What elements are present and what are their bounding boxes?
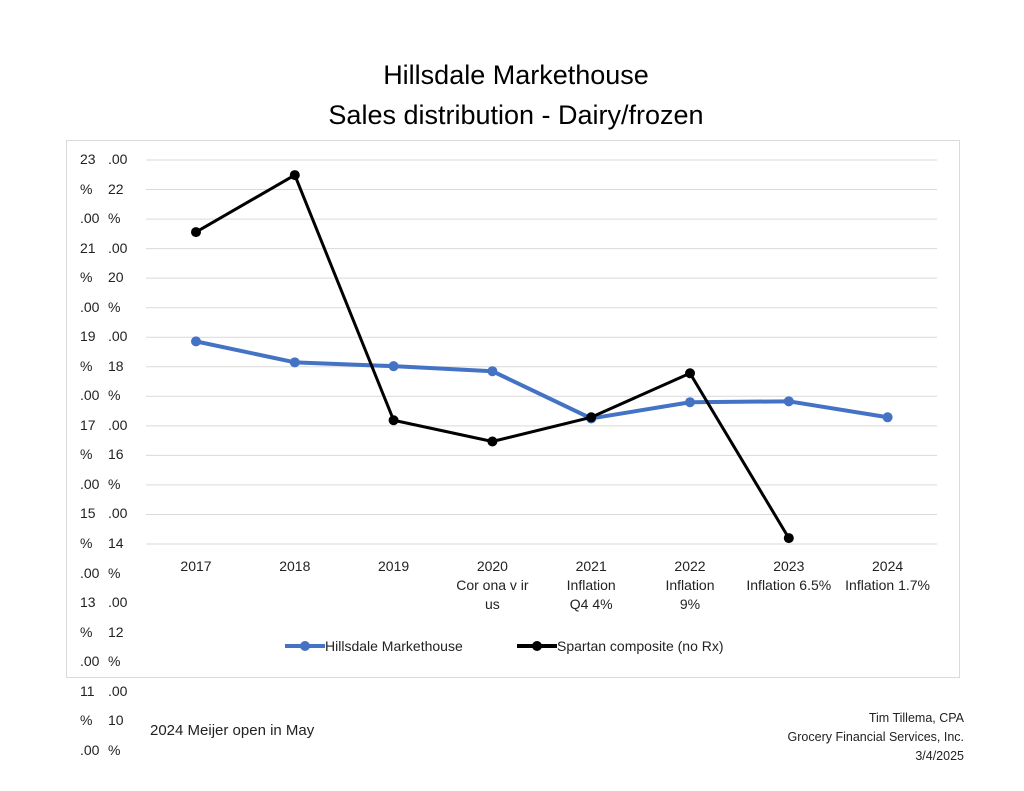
- y-tick-label: .00: [80, 387, 100, 404]
- data-point-hillsdale: [783, 396, 794, 407]
- data-point-spartan: [685, 368, 695, 379]
- report-date: 3/4/2025: [915, 749, 964, 763]
- series-line-hillsdale: [195, 339, 888, 421]
- legend-label-spartan: Spartan composite (no Rx): [557, 638, 724, 654]
- data-point-spartan: [289, 170, 300, 181]
- y-tick-label: 16: [108, 446, 124, 463]
- y-tick-label: %: [80, 357, 93, 374]
- chart-title-line1: Hillsdale Markethouse: [383, 60, 649, 90]
- x-tick-label: 2023 Inflation 6.5%: [746, 558, 832, 593]
- data-point-hillsdale: [685, 397, 695, 408]
- data-point-spartan: [783, 533, 794, 544]
- y-tick-label: .00: [80, 564, 100, 581]
- y-tick-label: %: [80, 446, 93, 463]
- x-tick-label: 2018: [279, 558, 311, 574]
- data-point-hillsdale: [882, 412, 893, 423]
- series-line-spartan: [195, 173, 791, 539]
- y-tick-label: 15: [80, 505, 96, 522]
- data-point-spartan: [388, 415, 399, 426]
- y-tick-label: .00: [108, 151, 128, 167]
- data-point-spartan: [487, 436, 498, 447]
- y-tick-label: 11: [80, 682, 95, 699]
- y-tick-label: 17: [80, 416, 96, 433]
- x-tick-label: 2019: [378, 558, 410, 574]
- y-tick-label: 22: [108, 180, 124, 197]
- y-tick-label: %: [108, 210, 121, 227]
- y-tick-label: %: [80, 623, 93, 640]
- y-tick-label: 18: [108, 357, 124, 374]
- x-tick-label: 2024 Inflation 1.7%: [845, 558, 931, 593]
- author-company: Grocery Financial Services, Inc.: [787, 730, 964, 744]
- y-tick-label: 21: [80, 239, 96, 256]
- y-tick-label: .00: [80, 653, 100, 670]
- note-meijer: 2024 Meijer open in May: [150, 722, 315, 739]
- legend-label-hillsdale: Hillsdale Markethouse: [325, 638, 463, 654]
- legend-marker-spartan: [517, 641, 557, 651]
- data-point-hillsdale: [289, 357, 300, 368]
- y-tick-label: %: [80, 180, 93, 197]
- y-tick-label: .00: [108, 594, 128, 611]
- author-name: Tim Tillema, CPA: [868, 711, 964, 725]
- legend-marker-hillsdale: [285, 641, 325, 651]
- y-tick-label: 19: [80, 328, 96, 345]
- x-tick-label: 2017: [180, 558, 212, 574]
- y-tick-label: %: [108, 298, 121, 315]
- y-tick-label: %: [108, 387, 121, 404]
- y-tick-label: 20: [108, 269, 124, 286]
- chart-area: [66, 140, 960, 678]
- y-tick-label: .00: [108, 416, 128, 433]
- y-tick-label: %: [80, 269, 93, 286]
- y-tick-label: .00: [80, 298, 100, 315]
- y-tick-label: .00: [80, 741, 100, 758]
- x-tick-label: 2020 Cor ona v ir us: [456, 558, 529, 612]
- y-tick-label: 13: [80, 594, 96, 611]
- data-point-spartan: [586, 412, 597, 423]
- chart-title-line2: Sales distribution - Dairy/frozen: [328, 100, 704, 130]
- y-tick-label: .00: [80, 210, 100, 227]
- y-tick-label: 10: [108, 712, 124, 729]
- y-tick-label: %: [108, 564, 121, 581]
- y-tick-label: .00: [108, 505, 128, 522]
- legend-item-hillsdale: Hillsdale Markethouse: [285, 638, 463, 654]
- y-tick-label: 14: [108, 535, 124, 551]
- y-tick-label: .00: [108, 239, 128, 256]
- data-point-spartan: [191, 227, 201, 238]
- y-tick-label: .00: [108, 328, 128, 345]
- data-point-hillsdale: [487, 366, 498, 377]
- y-tick-label: %: [80, 712, 93, 729]
- data-point-hillsdale: [191, 336, 201, 347]
- y-tick-label: %: [108, 741, 121, 758]
- x-tick-label: 2022 Inflation 9%: [665, 558, 715, 612]
- y-tick-label: %: [108, 653, 121, 670]
- legend-item-spartan: Spartan composite (no Rx): [517, 638, 724, 654]
- y-tick-label: .00: [80, 475, 100, 492]
- data-point-hillsdale: [388, 361, 399, 372]
- y-tick-label: %: [80, 535, 93, 551]
- y-tick-label: .00: [108, 682, 128, 699]
- x-tick-label: 2021 Inflation Q4 4%: [566, 558, 616, 612]
- y-tick-label: %: [108, 475, 121, 492]
- y-tick-label: 23: [80, 151, 96, 167]
- y-tick-label: 12: [108, 623, 124, 640]
